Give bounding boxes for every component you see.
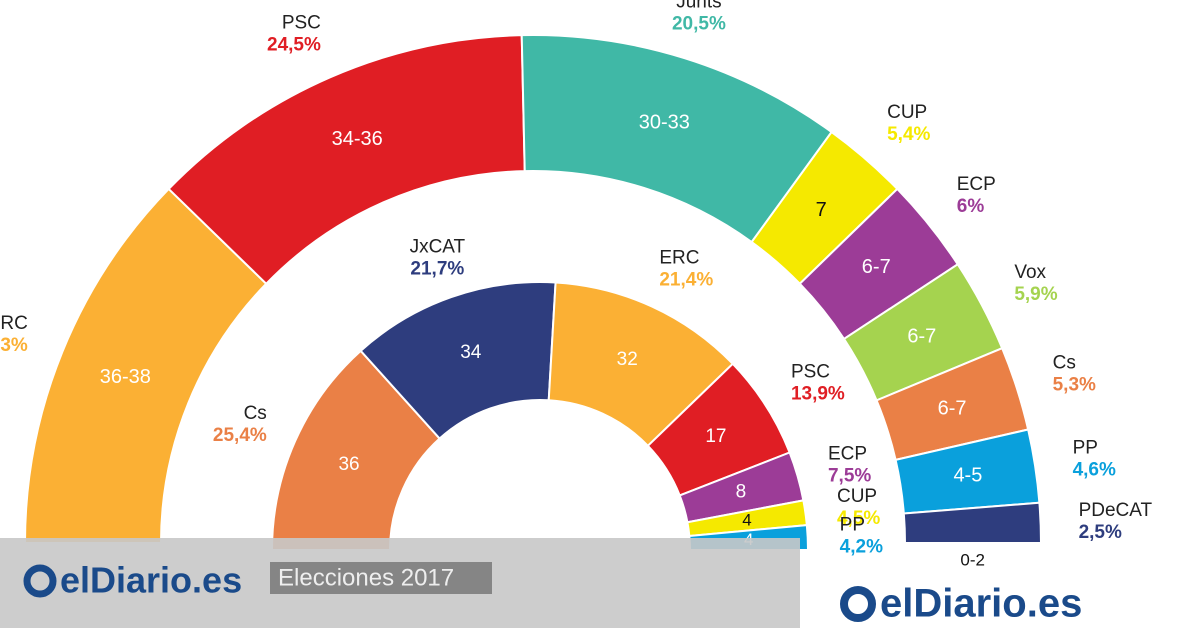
segment [902,501,1043,544]
seat-label: 34-36 [332,128,383,150]
logo-icon [23,564,57,598]
seat-label: 7 [816,199,827,221]
party-label: ECP [957,174,996,195]
title-box [270,562,492,594]
party-label: PP [840,515,865,536]
party-label: PSC [791,362,830,383]
vote-label: 4,5% [837,508,880,529]
seat-label: 4-5 [953,465,982,487]
vote-label: 20,5% [672,13,726,34]
chart-title: Elecciones 2017 [278,564,454,591]
vote-label: 5,4% [887,124,930,145]
logo: elDiario.es [60,560,242,601]
seat-label: 36 [338,454,359,475]
seat-label: 34 [460,342,482,363]
vote-label: 21,7% [410,258,464,279]
party-label: ERC [0,313,28,334]
vote-label: 2,5% [1079,522,1122,543]
party-label: ERC [659,247,699,268]
seat-label: 17 [705,426,726,447]
seat-label: 4 [742,510,751,529]
seat-label: 8 [736,481,747,502]
party-label: CUP [837,486,877,507]
party-label: Cs [1053,353,1076,374]
seat-label: 6-7 [862,256,891,278]
party-label: Vox [1014,262,1046,283]
vote-label: 4,2% [840,537,883,558]
vote-label: 4,6% [1073,460,1116,481]
seat-label: 6-7 [938,397,967,419]
party-label: PDeCAT [1079,500,1153,521]
vote-label: 5,9% [1014,284,1057,305]
party-label: ECP [828,444,867,465]
vote-label: 21,4% [659,269,713,290]
vote-label: 24,3% [0,335,28,356]
vote-label: 24,5% [267,34,321,55]
vote-label: 25,4% [213,425,267,446]
seat-label: 0-2 [960,550,985,569]
seat-label: 30-33 [639,111,690,133]
party-label: CUP [887,102,927,123]
party-label: JxCAT [410,236,466,257]
vote-label: 13,9% [791,384,845,405]
charts: 36-38ERC24,3%34-36PSC24,5%30-33Junts20,5… [0,0,1153,569]
vote-label: 5,3% [1053,375,1096,396]
vote-label: 7,5% [828,466,871,487]
party-label: PSC [282,12,321,33]
party-label: PP [1073,438,1098,459]
seat-label: 36-38 [100,366,151,388]
vote-label: 6% [957,196,985,217]
seat-label: 6-7 [907,325,936,347]
party-label: Cs [244,403,267,424]
logo: elDiario.es [880,582,1082,626]
seat-label: 32 [617,349,638,370]
logo-icon [840,586,876,622]
party-label: Junts [676,0,721,12]
